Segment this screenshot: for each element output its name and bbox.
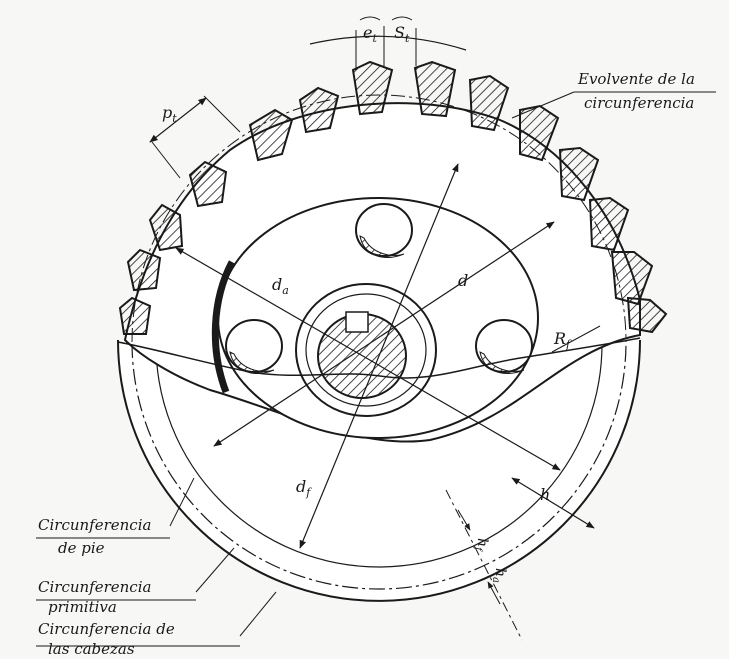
evolvente-leader — [511, 91, 575, 119]
ext-line — [203, 95, 241, 133]
df-line — [299, 163, 459, 549]
evolvente-label-line1: Evolvente de la — [577, 70, 695, 88]
s-symbol: St — [394, 23, 410, 45]
pt-symbol: pt — [162, 103, 177, 125]
h-dimension — [511, 477, 595, 529]
pitch-circle-upper — [131, 94, 627, 343]
hf-arrow — [457, 509, 471, 531]
primitiva-label-line2: primitiva — [48, 598, 117, 616]
rf-symbol: Rf — [553, 329, 572, 351]
hole-right — [475, 319, 533, 373]
s-arc-mark — [391, 16, 413, 21]
tooth — [588, 196, 630, 252]
tooth — [126, 248, 162, 292]
ext-line — [151, 141, 181, 179]
tooth — [248, 108, 294, 162]
tooth — [468, 74, 510, 132]
d-symbol: d — [458, 271, 468, 290]
tooth — [413, 60, 457, 118]
h-symbol: h — [540, 485, 550, 504]
ha-arrow — [487, 581, 501, 605]
top-arc-dimension — [309, 35, 467, 51]
tooth — [519, 104, 560, 162]
tooth — [298, 86, 340, 134]
tooth — [626, 296, 668, 334]
cabezas-leader — [239, 591, 277, 637]
pie-leader — [169, 477, 195, 527]
tooth — [351, 60, 394, 116]
pitch-circle-lower — [131, 341, 627, 590]
cabezas-label-line2: las cabezas — [48, 640, 135, 658]
hf-symbol: hf — [472, 538, 490, 553]
hf-ha-line — [445, 489, 523, 641]
df-symbol: df — [296, 477, 312, 499]
da-symbol: da — [272, 275, 289, 297]
tooth — [148, 203, 184, 252]
hole-left — [225, 319, 283, 373]
primitiva-label-line1: Circunferencia — [38, 578, 151, 596]
gear-teeth — [118, 60, 668, 335]
tooth — [188, 160, 228, 208]
rf-leader — [551, 325, 601, 353]
pie-label-line1: Circunferencia — [38, 516, 151, 534]
ha-symbol: ha — [490, 568, 508, 583]
pt-line — [149, 97, 207, 143]
tooth — [118, 296, 152, 335]
keyway — [345, 311, 369, 333]
primitiva-leader — [195, 547, 235, 593]
tooth — [610, 251, 654, 306]
cabezas-label-line1: Circunferencia de — [38, 620, 175, 638]
hole-top — [355, 203, 413, 257]
evolvente-label-line2: circunferencia — [584, 94, 694, 112]
pie-label-line2: de pie — [58, 539, 105, 557]
tooth — [558, 146, 600, 202]
e-arc-mark — [359, 16, 381, 21]
e-symbol: et — [363, 23, 377, 45]
